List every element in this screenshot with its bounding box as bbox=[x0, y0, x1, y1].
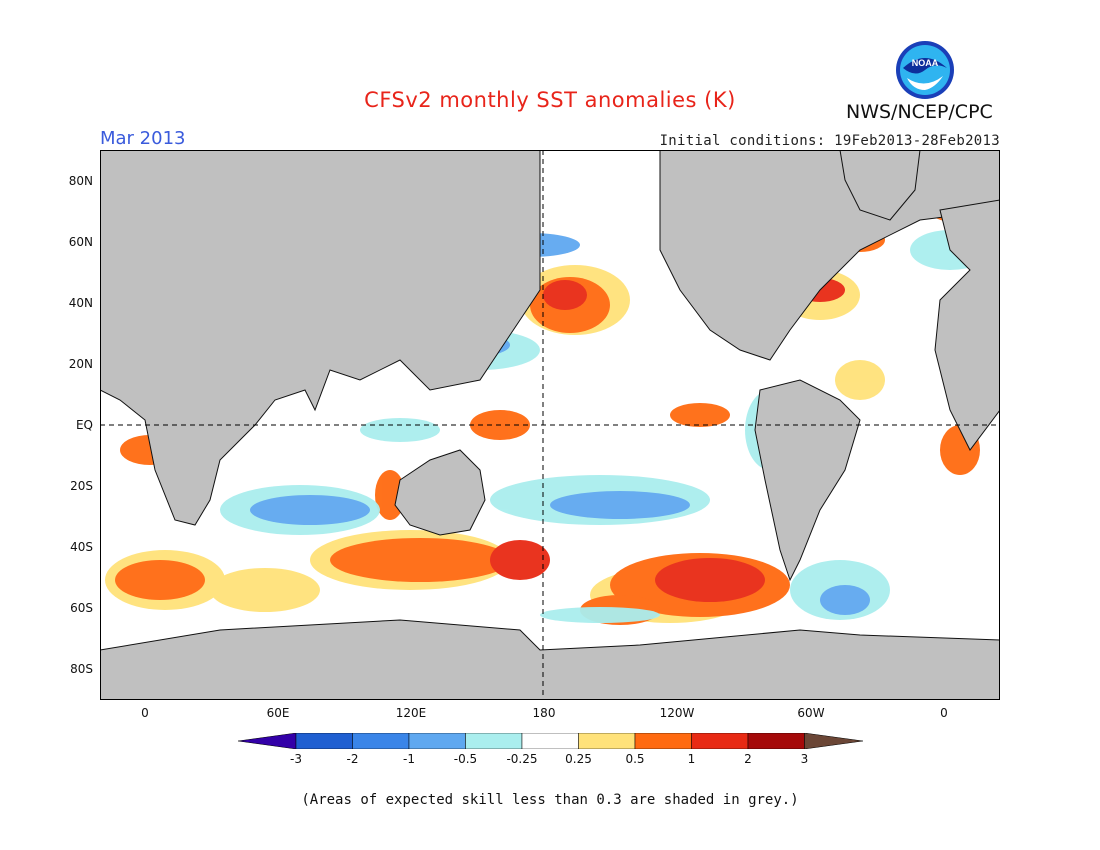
colorbar-tick-label: -3 bbox=[290, 752, 302, 766]
landmass-eurasia-africa bbox=[100, 150, 541, 526]
lon-label: 120W bbox=[659, 706, 695, 720]
colorbar-tick-label: 3 bbox=[800, 752, 809, 766]
colorbar-tick-label: 1 bbox=[687, 752, 696, 766]
colorbar-swatch bbox=[521, 733, 579, 749]
lat-label: EQ bbox=[75, 418, 93, 432]
lat-label: 60N bbox=[68, 235, 93, 249]
colorbar-tick-label: -0.25 bbox=[506, 752, 538, 766]
colorbar-swatch bbox=[747, 733, 805, 749]
landmass-antarctica bbox=[100, 619, 1000, 700]
colorbar-swatch bbox=[465, 733, 523, 749]
colorbar-swatch bbox=[634, 733, 692, 749]
agency-label: NWS/NCEP/CPC bbox=[846, 101, 993, 123]
colorbar-tick-label: 0.5 bbox=[625, 752, 645, 766]
colorbar-tick-label: 0.25 bbox=[565, 752, 592, 766]
lon-label: 0 bbox=[940, 706, 948, 720]
skill-footnote: (Areas of expected skill less than 0.3 a… bbox=[301, 792, 799, 808]
colorbar bbox=[238, 733, 863, 749]
noaa-logo: NOAA bbox=[896, 41, 954, 99]
colorbar-swatch bbox=[295, 733, 353, 749]
lat-label: 40S bbox=[70, 540, 93, 554]
sst-anomaly-map bbox=[100, 150, 1000, 700]
lat-label: 20S bbox=[70, 479, 93, 493]
lon-label: 60W bbox=[797, 706, 825, 720]
landmass-australia bbox=[394, 449, 486, 536]
lat-label: 20N bbox=[68, 357, 93, 371]
lat-label: 80S bbox=[70, 662, 93, 676]
colorbar-tick-label: -2 bbox=[346, 752, 359, 766]
lat-label: 40N bbox=[68, 296, 93, 310]
lon-label: 120E bbox=[395, 706, 427, 720]
colorbar-swatch bbox=[691, 733, 749, 749]
lat-label: 80N bbox=[68, 174, 93, 188]
colorbar-tick-label: -1 bbox=[403, 752, 415, 766]
landmass-south-america bbox=[754, 379, 861, 582]
initial-conditions: Initial conditions: 19Feb2013-28Feb2013 bbox=[659, 133, 1000, 149]
landmass-greenland bbox=[839, 150, 921, 221]
colorbar-high-arrow bbox=[804, 733, 863, 749]
lon-label: 60E bbox=[266, 706, 290, 720]
colorbar-swatch bbox=[578, 733, 636, 749]
colorbar-tick-label: 2 bbox=[744, 752, 752, 766]
colorbar-low-arrow bbox=[238, 733, 297, 749]
colorbar-tick-label: -0.5 bbox=[453, 752, 478, 766]
colorbar-swatch bbox=[352, 733, 410, 749]
colorbar-swatch bbox=[408, 733, 466, 749]
landmass-eurasia-africa-right bbox=[934, 199, 1000, 451]
land-masses bbox=[100, 150, 1000, 700]
noaa-logo-text: NOAA bbox=[912, 58, 939, 68]
lon-label: 0 bbox=[141, 706, 149, 720]
map-title: CFSv2 monthly SST anomalies (K) bbox=[364, 88, 736, 112]
lat-label: 60S bbox=[70, 601, 93, 615]
forecast-month: Mar 2013 bbox=[100, 128, 186, 149]
landmass-north-america bbox=[659, 150, 1000, 361]
lon-label: 180 bbox=[532, 706, 556, 720]
